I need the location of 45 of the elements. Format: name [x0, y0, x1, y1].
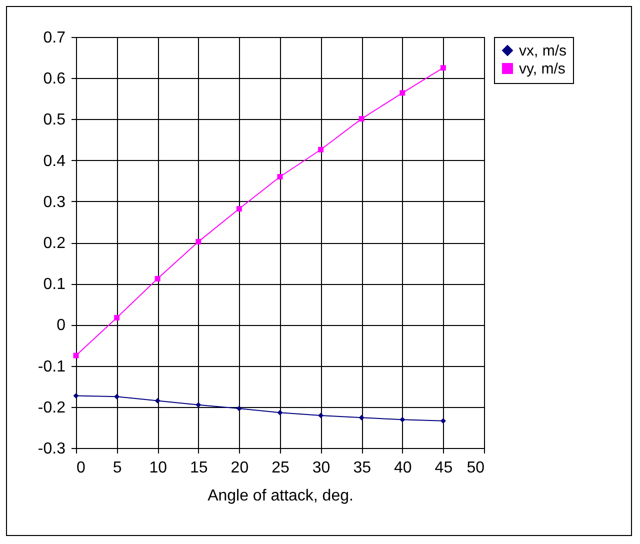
- point: [440, 65, 446, 71]
- x-tick-label: 10: [149, 460, 168, 476]
- legend-label: vx, m/s: [519, 42, 566, 60]
- x-tick-label: 40: [394, 460, 412, 476]
- point: [196, 402, 202, 408]
- point: [236, 206, 242, 212]
- y-tick-label: -0.1: [38, 358, 66, 376]
- point: [318, 146, 324, 152]
- x-tick-label: 30: [312, 460, 330, 476]
- point: [114, 314, 120, 320]
- point: [277, 410, 283, 416]
- point: [154, 398, 160, 404]
- point: [400, 90, 406, 96]
- x-tick-label: 25: [272, 460, 290, 476]
- x-axis-title: Angle of attack, deg.: [208, 488, 354, 504]
- y-tick-label: 0.4: [43, 152, 66, 170]
- point: [318, 412, 324, 418]
- point: [400, 416, 406, 422]
- point: [440, 418, 446, 424]
- point: [358, 116, 364, 122]
- point: [236, 406, 242, 412]
- y-tick-label: -0.3: [38, 440, 66, 458]
- point: [358, 414, 364, 420]
- point: [73, 352, 79, 358]
- y-tick-label: -0.2: [38, 399, 66, 416]
- point: [277, 174, 283, 180]
- y-tick-label: 0.2: [43, 235, 66, 252]
- point: [114, 394, 120, 400]
- x-tick-label: 5: [112, 460, 122, 476]
- x-tick-label: 0: [76, 460, 86, 476]
- y-tick-label: 0.1: [43, 276, 66, 294]
- x-tick-label: 45: [434, 460, 453, 476]
- y-tick-label: 0.7: [43, 30, 66, 46]
- y-tick-label: 0.6: [43, 70, 66, 88]
- y-tick-label: 0: [56, 317, 66, 334]
- point: [73, 393, 79, 399]
- x-tick-label: 15: [190, 460, 208, 476]
- x-tick-label: 50: [466, 460, 485, 476]
- x-tick-label: 35: [353, 460, 372, 476]
- point: [154, 276, 160, 282]
- legend-label: vy, m/s: [519, 60, 566, 78]
- point: [196, 238, 202, 244]
- x-tick-label: 20: [230, 460, 249, 476]
- y-tick-label: 0.3: [43, 194, 66, 211]
- y-tick-label: 0.5: [43, 112, 66, 129]
